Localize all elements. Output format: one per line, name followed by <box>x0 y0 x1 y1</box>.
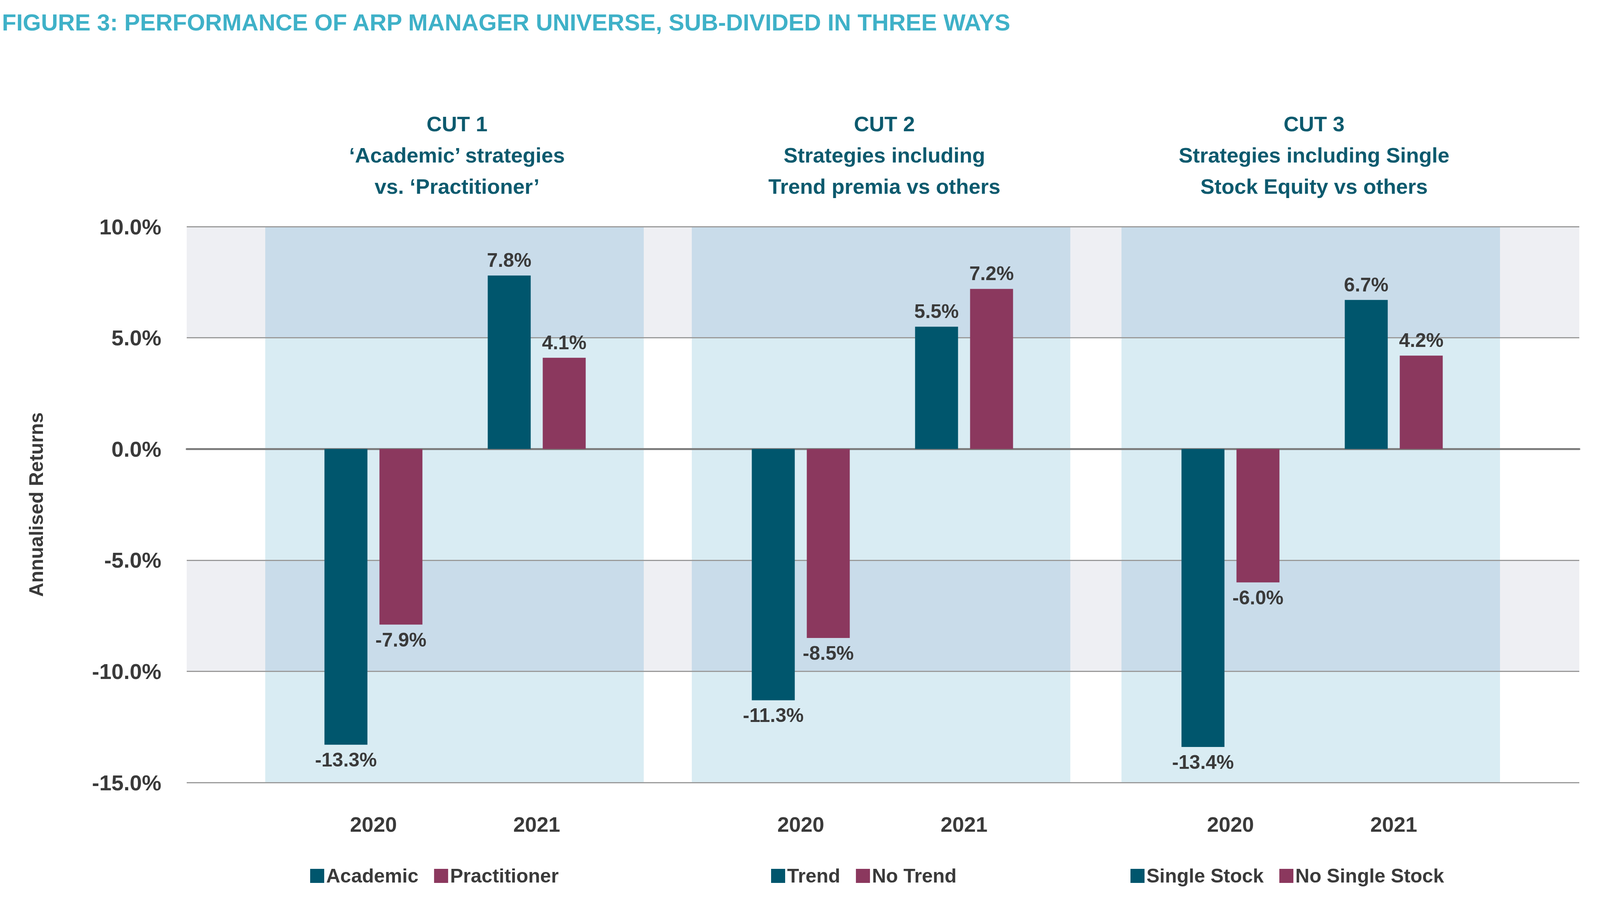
svg-text:6.7%: 6.7% <box>1344 273 1389 296</box>
svg-text:10.0%: 10.0% <box>99 214 162 240</box>
svg-text:2021: 2021 <box>513 812 561 836</box>
svg-text:-11.3%: -11.3% <box>742 704 804 727</box>
svg-text:-7.9%: -7.9% <box>375 628 427 651</box>
svg-text:2020: 2020 <box>1207 812 1254 836</box>
svg-text:7.2%: 7.2% <box>969 262 1014 285</box>
svg-text:Trend: Trend <box>787 864 841 887</box>
svg-text:‘Academic’ strategies: ‘Academic’ strategies <box>349 143 565 167</box>
svg-text:CUT 3: CUT 3 <box>1283 112 1345 136</box>
svg-text:FIGURE 3: PERFORMANCE OF ARP M: FIGURE 3: PERFORMANCE OF ARP MANAGER UNI… <box>1 9 1011 36</box>
svg-text:7.8%: 7.8% <box>487 249 532 272</box>
svg-text:CUT 2: CUT 2 <box>853 112 915 136</box>
svg-text:No Single Stock: No Single Stock <box>1295 864 1445 887</box>
svg-text:-6.0%: -6.0% <box>1232 586 1284 609</box>
svg-text:-13.3%: -13.3% <box>314 748 377 771</box>
svg-text:No Trend: No Trend <box>871 864 957 887</box>
svg-text:CUT 1: CUT 1 <box>426 112 488 136</box>
svg-text:-8.5%: -8.5% <box>802 642 854 665</box>
svg-text:4.1%: 4.1% <box>541 331 587 354</box>
svg-text:2020: 2020 <box>350 812 397 836</box>
svg-text:Strategies including Single: Strategies including Single <box>1178 143 1450 167</box>
svg-text:Academic: Academic <box>326 864 419 887</box>
svg-text:Practitioner: Practitioner <box>450 864 559 887</box>
svg-text:-10.0%: -10.0% <box>92 658 162 684</box>
svg-text:4.2%: 4.2% <box>1398 329 1444 352</box>
svg-text:0.0%: 0.0% <box>111 436 162 462</box>
svg-text:vs. ‘Practitioner’: vs. ‘Practitioner’ <box>374 174 540 199</box>
svg-text:-5.0%: -5.0% <box>104 547 162 573</box>
svg-text:2020: 2020 <box>777 812 825 836</box>
svg-text:-15.0%: -15.0% <box>92 770 162 795</box>
svg-text:Strategies including: Strategies including <box>783 143 986 167</box>
svg-text:Annualised Returns: Annualised Returns <box>25 412 48 597</box>
svg-text:5.5%: 5.5% <box>914 300 959 323</box>
svg-text:-13.4%: -13.4% <box>1171 751 1234 774</box>
svg-text:2021: 2021 <box>940 812 988 836</box>
svg-text:Trend premia vs others: Trend premia vs others <box>768 174 1001 199</box>
svg-text:Single Stock: Single Stock <box>1146 864 1264 887</box>
svg-text:5.0%: 5.0% <box>111 325 162 350</box>
svg-text:2021: 2021 <box>1370 812 1418 836</box>
svg-text:Stock Equity vs others: Stock Equity vs others <box>1200 174 1428 199</box>
